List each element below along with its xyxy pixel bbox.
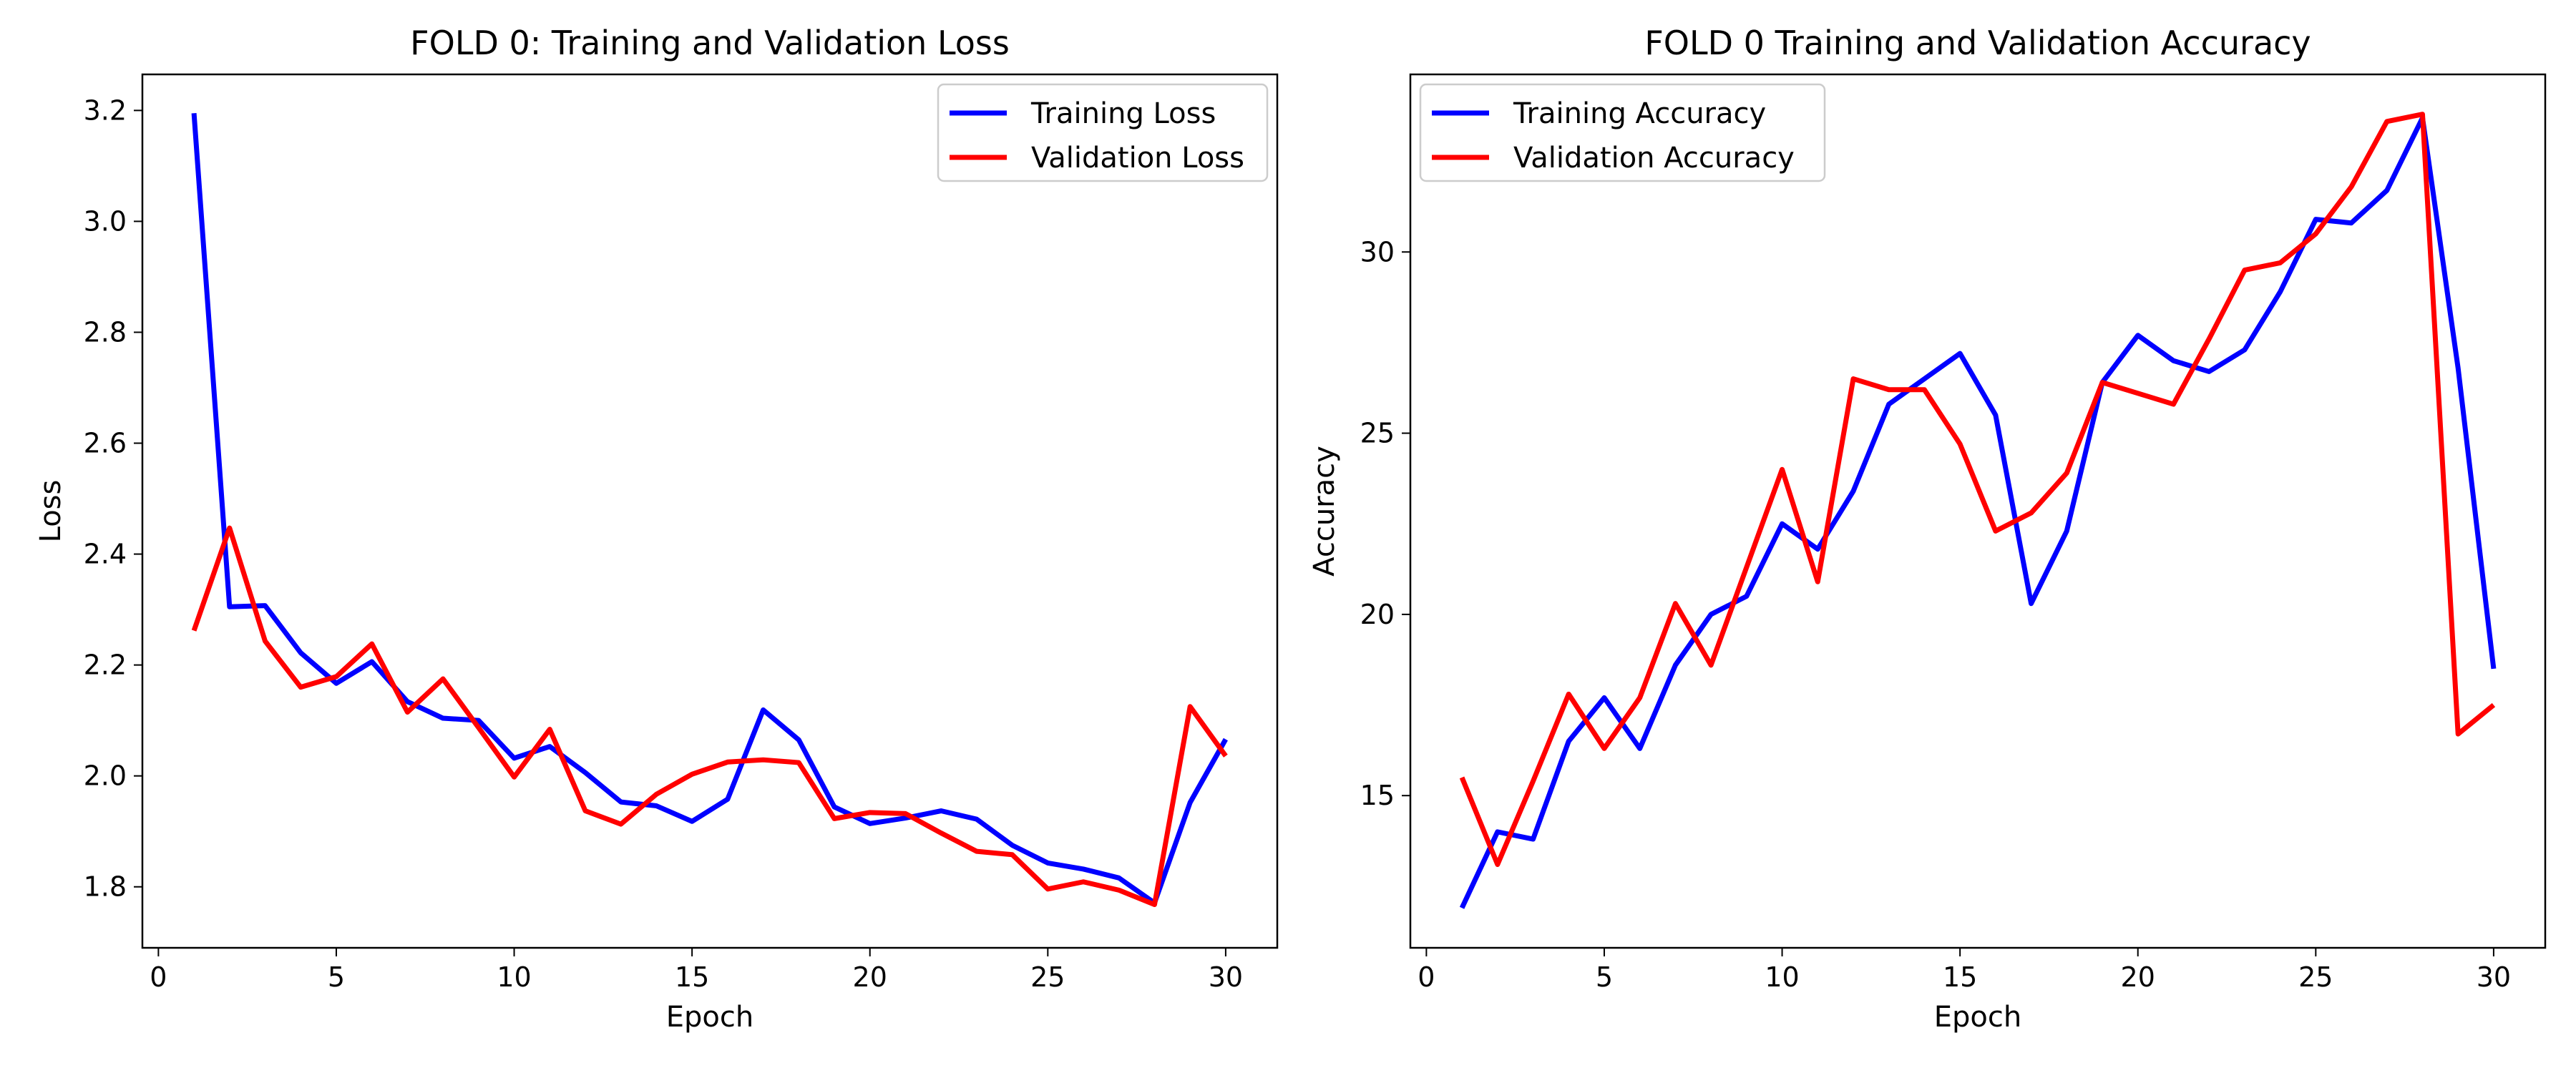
x-tick-label: 30 <box>1209 961 1243 993</box>
legend-entry: Validation Loss <box>1031 142 1244 175</box>
x-tick-label: 5 <box>1596 961 1613 993</box>
series-line-training-loss <box>191 113 1228 906</box>
legend-box <box>937 83 1269 182</box>
plot-frame <box>141 73 1279 949</box>
y-tick-label: 15 <box>1360 780 1395 811</box>
legend-entry: Validation Accuracy <box>1513 142 1795 175</box>
y-tick-label: 2.6 <box>84 428 127 459</box>
legend-entry: Training Loss <box>1030 97 1216 130</box>
y-tick-label: 2.8 <box>84 316 127 348</box>
y-tick-label: 1.8 <box>84 871 127 903</box>
x-tick-label: 15 <box>1943 961 1977 993</box>
legend-box <box>1419 83 1826 182</box>
accuracy-legend: Training Accuracy Validation Accuracy <box>1419 83 1826 182</box>
y-tick-label: 20 <box>1360 599 1395 630</box>
x-tick-label: 0 <box>1418 961 1435 993</box>
series-line-validation-accuracy <box>1459 112 2496 867</box>
x-tick-label: 25 <box>1030 961 1065 993</box>
loss-legend: Training Loss Validation Loss <box>937 83 1269 182</box>
y-tick-label: 25 <box>1360 418 1395 449</box>
y-tick-label: 30 <box>1360 236 1395 268</box>
x-tick-label: 20 <box>853 961 887 993</box>
x-tick-label: 25 <box>2298 961 2333 993</box>
x-tick-label: 5 <box>328 961 345 993</box>
series-line-validation-loss <box>191 525 1228 908</box>
x-tick-label: 30 <box>2477 961 2511 993</box>
x-tick-label: 0 <box>150 961 167 993</box>
y-tick-label: 2.4 <box>84 539 127 570</box>
y-axis-label: Loss <box>34 480 67 543</box>
chart-panel-0: FOLD 0: Training and Validation Loss 0 5 10… <box>34 24 1279 1034</box>
chart-title: FOLD 0: Training and Validation Loss <box>410 24 1010 62</box>
x-tick-label: 20 <box>2121 961 2155 993</box>
x-tick-label: 10 <box>1765 961 1799 993</box>
x-axis-label: Epoch <box>666 1001 753 1034</box>
y-tick-label: 3.0 <box>84 205 127 237</box>
chart-title: FOLD 0 Training and Validation Accuracy <box>1644 24 2311 62</box>
x-axis-label: Epoch <box>1934 1001 2021 1034</box>
y-tick-label: 2.2 <box>84 650 127 681</box>
legend-entry: Training Accuracy <box>1513 97 1766 130</box>
y-tick-label: 2.0 <box>84 760 127 792</box>
chart-panel-1: FOLD 0 Training and Validation Accuracy 0… <box>1308 24 2547 1034</box>
y-axis-label: Accuracy <box>1308 446 1341 577</box>
y-tick-label: 3.2 <box>84 94 127 126</box>
series-line-training-accuracy <box>1459 115 2497 909</box>
plot-frame <box>1409 73 2547 949</box>
x-tick-label: 15 <box>675 961 709 993</box>
x-tick-label: 10 <box>497 961 531 993</box>
